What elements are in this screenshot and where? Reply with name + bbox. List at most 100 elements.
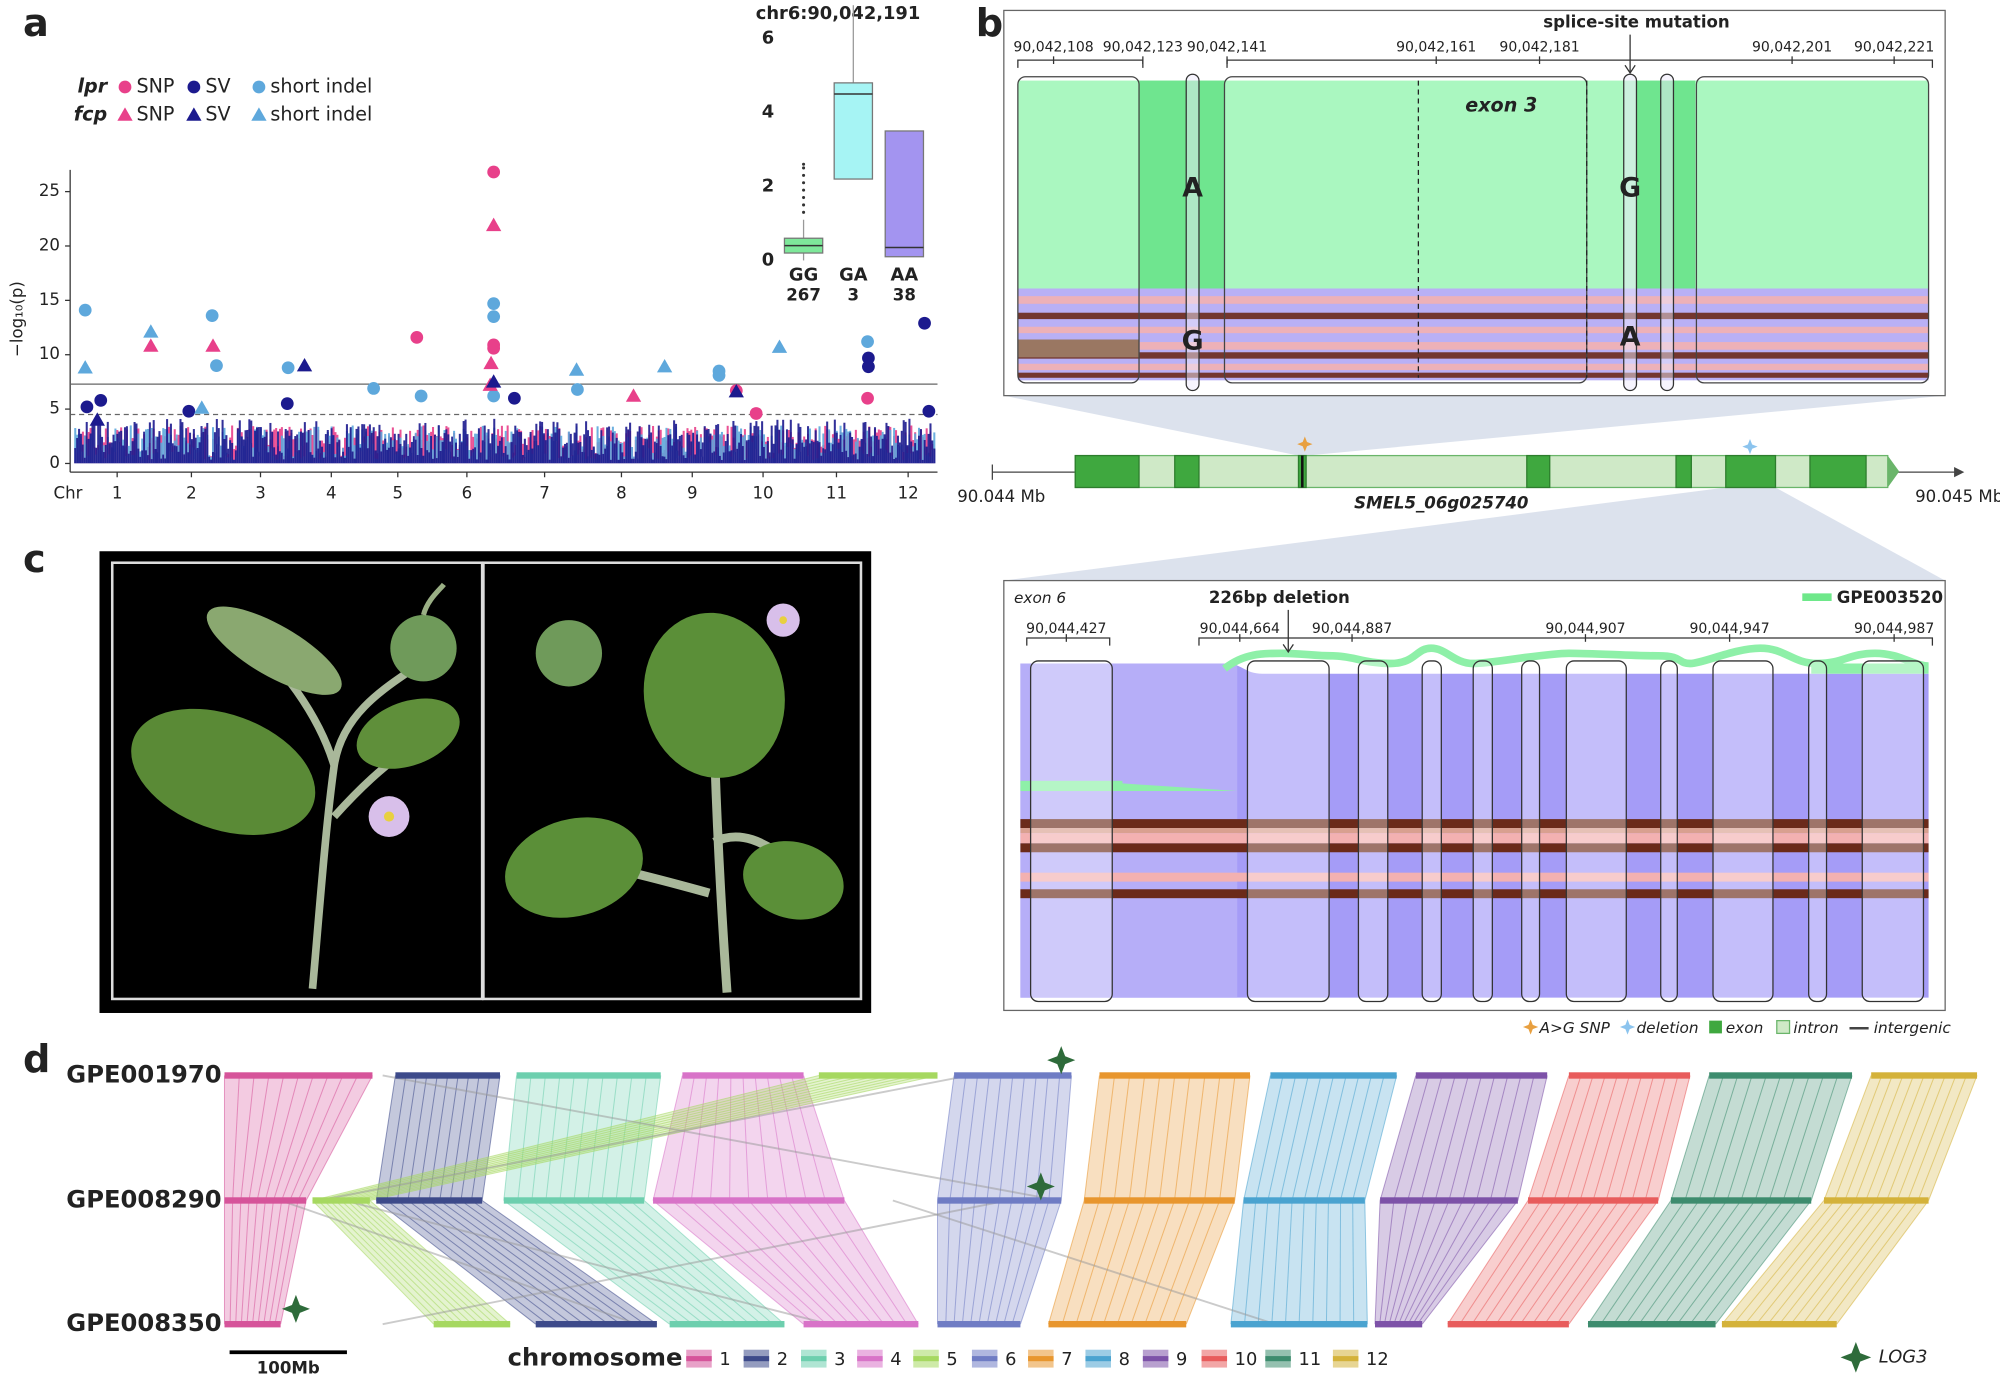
legend-label: short indel xyxy=(270,74,372,97)
synteny-link xyxy=(1271,1200,1281,1325)
legend-label: intergenic xyxy=(1874,1019,1952,1037)
chromosome-bar xyxy=(1230,1321,1368,1328)
legend-marker xyxy=(251,107,267,121)
exon-column xyxy=(1421,660,1442,1003)
chromosome-bar xyxy=(1588,1321,1716,1328)
synteny-link xyxy=(1315,1075,1347,1201)
synteny-link xyxy=(1407,1075,1443,1201)
synteny-link xyxy=(1379,1200,1395,1325)
synteny-link xyxy=(1244,1200,1257,1325)
synteny-link xyxy=(559,1200,716,1325)
synteny-link xyxy=(1702,1200,1798,1325)
synteny-link xyxy=(396,1075,417,1201)
outlier xyxy=(802,173,806,177)
snp-star xyxy=(1297,436,1313,452)
deletion-strip xyxy=(1020,780,1123,792)
synteny-link xyxy=(503,1075,518,1201)
synteny-link xyxy=(671,1075,696,1201)
synteny-link xyxy=(1243,1075,1271,1201)
exon xyxy=(1725,454,1777,489)
exon-outline xyxy=(1017,76,1140,384)
legend-marker xyxy=(117,107,133,121)
synteny-ribbon xyxy=(376,1200,657,1325)
annotation: splice-site mutation xyxy=(1543,13,1730,32)
synteny-link xyxy=(1507,1200,1594,1325)
synteny-link xyxy=(1740,1075,1782,1201)
synteny-link xyxy=(1298,1200,1305,1325)
y-tick-label: 10 xyxy=(39,344,60,363)
synteny-link xyxy=(1657,1075,1691,1201)
legend-marker xyxy=(186,107,202,121)
leaf xyxy=(743,841,844,920)
cross-link xyxy=(382,1199,1008,1326)
point xyxy=(280,397,294,411)
chromosome-bar xyxy=(1568,1072,1691,1079)
synteny-link xyxy=(1113,1075,1131,1201)
synteny-link xyxy=(949,1075,967,1201)
chromosome-bar xyxy=(433,1321,511,1328)
count-label: 38 xyxy=(893,286,916,305)
point xyxy=(861,391,874,405)
legend-swatch xyxy=(1332,1356,1359,1362)
synteny-link xyxy=(1517,1075,1548,1201)
synteny-link xyxy=(1374,1200,1381,1325)
synteny-link xyxy=(1325,1200,1329,1325)
outlier xyxy=(802,162,806,166)
chromosome-bar xyxy=(535,1321,657,1328)
legend-label: SV xyxy=(205,103,230,126)
legend-label: intron xyxy=(1793,1019,1838,1037)
synteny-link xyxy=(1651,1200,1742,1325)
fruit xyxy=(535,620,603,687)
synteny-link xyxy=(1128,1075,1146,1201)
y-tick-label: 6 xyxy=(762,27,774,48)
legend-marker xyxy=(118,80,132,94)
legend-star xyxy=(1840,1342,1872,1373)
exon xyxy=(1174,454,1200,489)
synteny-link xyxy=(281,1075,329,1201)
coordinate-label: 90,042,108 xyxy=(1013,39,1093,55)
synteny-link xyxy=(1503,1075,1535,1201)
synteny-link xyxy=(274,1200,299,1325)
exon-label: exon 6 xyxy=(1014,589,1066,607)
synteny-link xyxy=(1061,1200,1100,1325)
panel-label: d xyxy=(23,1037,50,1082)
synteny-link xyxy=(587,1075,604,1201)
synteny-link xyxy=(953,1200,963,1325)
panel-label: c xyxy=(23,537,46,582)
synteny-link xyxy=(936,1075,955,1201)
exon-outline xyxy=(1695,76,1930,384)
synteny-link xyxy=(358,1074,914,1201)
point xyxy=(485,374,502,388)
synteny-link xyxy=(1116,1200,1160,1325)
point xyxy=(568,362,585,376)
x-tick-label: 4 xyxy=(326,483,337,502)
chromosome-bar xyxy=(1528,1197,1659,1204)
synteny-link xyxy=(335,1200,465,1325)
y-axis-label: −log₁₀(p) xyxy=(7,281,26,357)
chromosome-bar xyxy=(1270,1072,1397,1079)
legend-label: 7 xyxy=(1061,1349,1072,1370)
y-tick-label: 0 xyxy=(49,453,60,472)
coordinate-label: 90,042,201 xyxy=(1752,39,1832,55)
haplotype-stripe xyxy=(1017,339,1140,358)
legend-group-label: lpr xyxy=(77,74,108,97)
synteny-ribbons xyxy=(223,1074,1978,1326)
y-tick-label: 25 xyxy=(39,181,60,200)
synteny-ribbon xyxy=(1230,1200,1368,1325)
synteny-link xyxy=(748,1200,862,1325)
synteny-link xyxy=(729,1075,732,1201)
synteny-link xyxy=(709,1075,720,1201)
y-tick-label: 15 xyxy=(39,290,60,309)
point xyxy=(571,383,584,396)
fruit xyxy=(390,615,457,682)
cross-link xyxy=(344,1199,830,1326)
synteny-link xyxy=(995,1200,1025,1325)
x-tick-label: 1 xyxy=(112,483,123,502)
legend-label: deletion xyxy=(1636,1019,1698,1037)
synteny-link xyxy=(1721,1200,1825,1325)
synteny-link xyxy=(246,1200,258,1325)
synteny-link xyxy=(1638,1200,1728,1325)
annotation: 226bp deletion xyxy=(1209,588,1350,607)
legend-swatch xyxy=(1776,1019,1791,1035)
synteny-link xyxy=(1420,1075,1456,1201)
